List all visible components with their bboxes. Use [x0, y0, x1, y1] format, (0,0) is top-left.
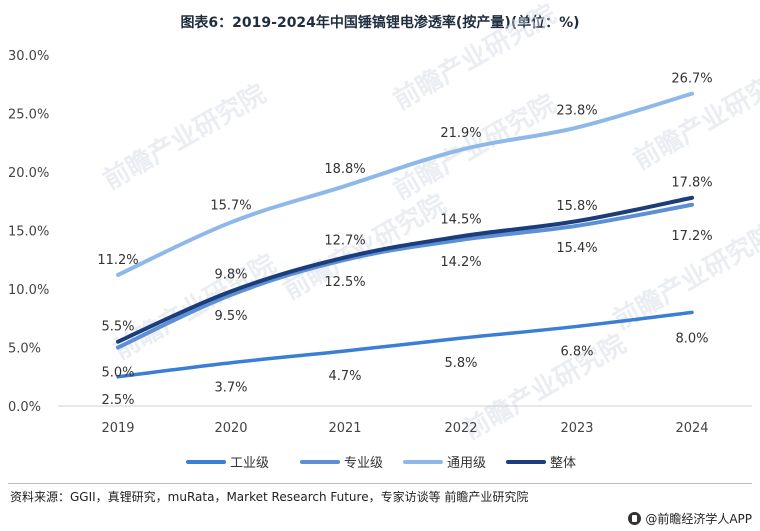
data-label-general: 15.7%	[210, 198, 251, 213]
footer-divider	[8, 483, 752, 484]
y-tick-label: 10.0%	[8, 283, 49, 298]
data-label-industrial: 5.8%	[444, 356, 477, 371]
legend[interactable]: 工业级 专业级 通用级 整体	[186, 456, 576, 471]
legend-label: 整体	[550, 456, 576, 471]
y-tick-label: 30.0%	[8, 49, 49, 64]
legend-item-general[interactable]: 通用级	[403, 456, 486, 471]
data-label-general: 18.8%	[324, 162, 365, 177]
data-label-industrial: 4.7%	[328, 369, 361, 384]
data-label-overall: 9.8%	[214, 267, 247, 282]
data-label-industrial: 6.8%	[560, 344, 593, 359]
brand-logo-icon	[628, 512, 642, 525]
x-tick-label: 2023	[560, 421, 593, 436]
x-tick-label: 2024	[675, 421, 708, 436]
y-tick-label: 0.0%	[8, 400, 41, 415]
brand-tag: @前瞻经济学人APP	[628, 510, 752, 527]
source-note: 资料来源：GGII，真锂研究，muRata，Market Research Fu…	[10, 490, 529, 504]
series-line-general	[116, 91, 694, 277]
legend-item-industrial[interactable]: 工业级	[186, 456, 269, 471]
watermark-text: 前瞻产业研究院	[98, 78, 271, 196]
legend-item-professional[interactable]: 专业级	[300, 456, 383, 471]
y-tick-label: 25.0%	[8, 108, 49, 123]
x-tick-label: 2019	[101, 421, 134, 436]
data-label-industrial: 8.0%	[675, 331, 708, 346]
y-axis: 0.0% 5.0% 10.0% 15.0% 20.0% 25.0% 30.0%	[8, 49, 49, 415]
data-labels: 2.5% 3.7% 4.7% 5.8% 6.8% 8.0% 5.0% 9.5% 12.5% 14.…	[97, 72, 712, 408]
x-tick-label: 2020	[214, 421, 247, 436]
data-label-professional: 14.2%	[440, 255, 481, 270]
series-line-overall	[116, 195, 694, 344]
data-label-overall: 5.5%	[101, 320, 134, 335]
x-axis: 2019 2020 2021 2022 2023 2024	[101, 421, 708, 436]
chart-title: 图表6：2019-2024年中国锤镐锂电渗透率(按产量)(单位：%)	[180, 15, 580, 31]
data-label-general: 23.8%	[556, 104, 597, 119]
y-tick-label: 20.0%	[8, 166, 49, 181]
data-label-professional: 5.0%	[101, 366, 134, 381]
legend-label: 工业级	[230, 456, 269, 471]
legend-label: 通用级	[447, 456, 486, 471]
brand-text: @前瞻经济学人APP	[645, 512, 752, 526]
series-line-industrial	[116, 310, 694, 379]
data-label-general: 11.2%	[97, 253, 138, 268]
data-label-industrial: 3.7%	[214, 381, 247, 396]
data-label-general: 26.7%	[671, 72, 712, 87]
data-label-professional: 9.5%	[214, 309, 247, 324]
data-label-overall: 14.5%	[440, 212, 481, 227]
data-label-overall: 12.7%	[324, 233, 365, 248]
data-label-professional: 12.5%	[324, 275, 365, 290]
y-tick-label: 5.0%	[8, 342, 41, 357]
data-label-general: 21.9%	[440, 126, 481, 141]
legend-label: 专业级	[344, 456, 383, 471]
x-tick-label: 2021	[328, 421, 361, 436]
data-label-professional: 17.2%	[671, 229, 712, 244]
data-label-overall: 15.8%	[556, 199, 597, 214]
data-label-professional: 15.4%	[556, 241, 597, 256]
data-label-industrial: 2.5%	[101, 393, 134, 408]
x-tick-label: 2022	[444, 421, 477, 436]
series-lines	[116, 91, 694, 379]
legend-item-overall[interactable]: 整体	[506, 456, 576, 471]
series-line-professional	[116, 202, 694, 350]
data-label-overall: 17.8%	[671, 176, 712, 191]
y-tick-label: 15.0%	[8, 225, 49, 240]
watermark-text: 前瞻产业研究院	[458, 328, 631, 446]
